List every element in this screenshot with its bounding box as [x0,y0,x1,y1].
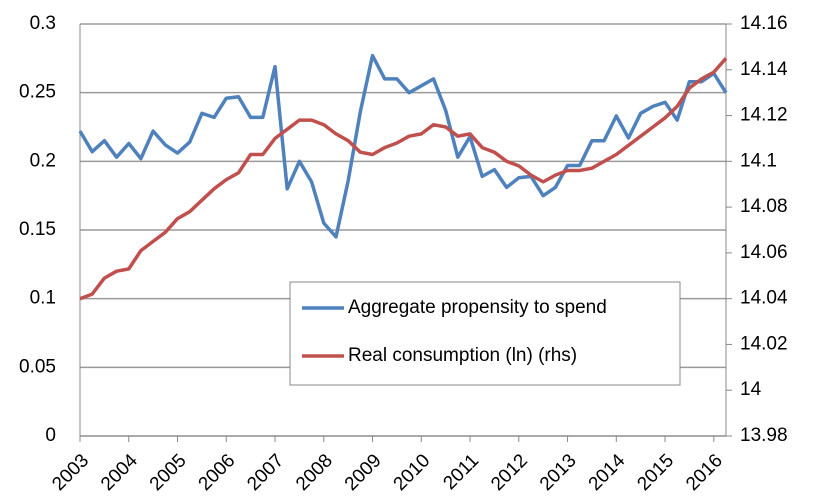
y-tick-label: 0 [45,425,56,446]
x-tick-label: 2007 [243,450,288,495]
x-tick-label: 2005 [146,450,191,495]
legend-label: Aggregate propensity to spend [348,297,607,318]
y2-tick-label: 14 [740,379,762,400]
x-tick-label: 2008 [292,450,337,495]
x-tick-label: 2010 [390,450,435,495]
series-line [78,53,728,239]
y-tick-label: 0.15 [19,219,56,240]
series-line [79,57,728,301]
x-tick-label: 2013 [536,450,581,495]
y-tick-label: 0.05 [19,356,56,377]
x-tick-label: 2015 [633,450,678,495]
x-tick-label: 2004 [97,450,142,495]
y2-tick-label: 14.06 [740,242,788,263]
y2-tick-label: 14.04 [740,288,788,309]
y-tick-label: 0.2 [30,150,56,171]
x-tick-label: 2012 [487,450,532,495]
y2-tick-label: 14.02 [740,333,788,354]
x-tick-label: 2006 [195,450,240,495]
y-tick-label: 0.25 [19,82,56,103]
x-tick-label: 2011 [439,450,483,494]
y2-tick-label: 14.08 [740,196,788,217]
y2-tick-label: 14.12 [740,105,788,126]
y-tick-label: 0.1 [30,288,56,309]
legend-box [289,281,681,386]
y2-tick-label: 13.98 [740,425,788,446]
y-tick-label: 0.3 [30,13,56,34]
y2-tick-label: 14.14 [740,59,788,80]
x-tick-label: 2016 [682,450,727,495]
legend-label: Real consumption (ln) (rhs) [348,345,577,366]
y2-tick-label: 14.1 [740,150,777,171]
x-tick-label: 2009 [341,450,386,495]
legend: Aggregate propensity to spend Real consum… [289,281,681,386]
y2-tick-label: 14.16 [740,13,788,34]
x-tick-label: 2003 [48,450,93,495]
x-tick-label: 2014 [585,450,630,495]
